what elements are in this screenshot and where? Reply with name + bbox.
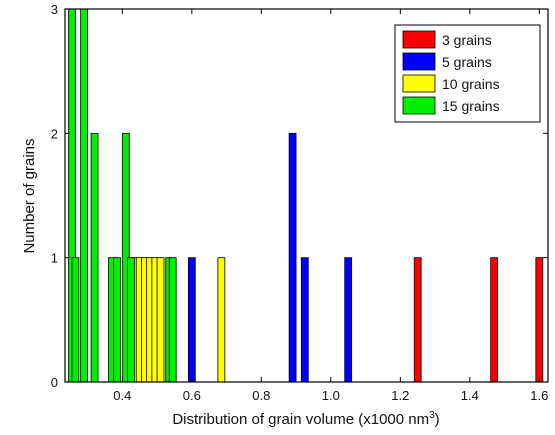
legend-swatch-10-grains	[402, 74, 436, 93]
bar-5-grains-1	[288, 132, 297, 383]
x-tick-label: 1.0	[322, 388, 340, 403]
legend-label-10-grains: 10 grains	[442, 76, 500, 92]
legend: 3 grains 5 grains 10 grains 15 grains	[394, 24, 541, 123]
bar-3-grains-2	[535, 257, 544, 383]
x-axis-title-suffix: )	[435, 411, 440, 428]
x-tick-label: 1.2	[391, 388, 409, 403]
legend-label-15-grains: 15 grains	[442, 98, 500, 114]
y-tick-label: 3	[51, 2, 58, 17]
legend-swatch-15-grains	[402, 96, 436, 115]
x-tick-label: 1.6	[530, 388, 548, 403]
legend-label-5-grains: 5 grains	[442, 54, 492, 70]
x-axis-title: Distribution of grain volume (x1000 nm3)	[172, 410, 439, 428]
y-tick-label: 1	[51, 251, 58, 266]
bar-15-grains-1	[71, 257, 80, 383]
bar-15-grains-7	[127, 257, 135, 383]
ticks-layer: 0.4 0.6 0.8 1.0 1.2 1.4 1.6 0 1 2 3	[51, 2, 549, 403]
legend-label-3-grains: 3 grains	[442, 32, 492, 48]
y-tick-label: 0	[51, 375, 58, 390]
legend-swatch-5-grains	[402, 52, 436, 71]
plot-frame	[64, 8, 549, 383]
legend-swatch-3-grains	[402, 30, 436, 49]
bar-15-grains-5	[113, 257, 121, 383]
bar-5-grains-3	[344, 257, 353, 383]
x-tick-label: 0.6	[183, 388, 201, 403]
bar-15-grains-3	[90, 132, 99, 383]
bar-3-grains-1	[490, 257, 499, 383]
x-tick-label: 1.4	[461, 388, 479, 403]
bars-layer	[68, 8, 544, 383]
y-axis-title: Number of grains	[21, 138, 38, 253]
x-axis-title-superscript: 3	[429, 410, 435, 421]
bar-5-grains-2	[300, 257, 309, 383]
bar-3-grains-0	[413, 257, 422, 383]
bar-10-grains-6	[217, 257, 226, 383]
x-axis-title-main: Distribution of grain volume (x1000 nm	[172, 411, 429, 428]
legend-items: 3 grains 5 grains 10 grains 15 grains	[402, 30, 500, 115]
bar-10-grains-5	[156, 257, 165, 383]
y-tick-label: 2	[51, 126, 58, 141]
bar-15-grains-2	[80, 8, 88, 383]
x-tick-label: 0.4	[113, 388, 131, 403]
bar-5-grains-0	[187, 257, 196, 383]
x-tick-label: 0.8	[252, 388, 270, 403]
bar-15-grains-9	[168, 257, 177, 383]
